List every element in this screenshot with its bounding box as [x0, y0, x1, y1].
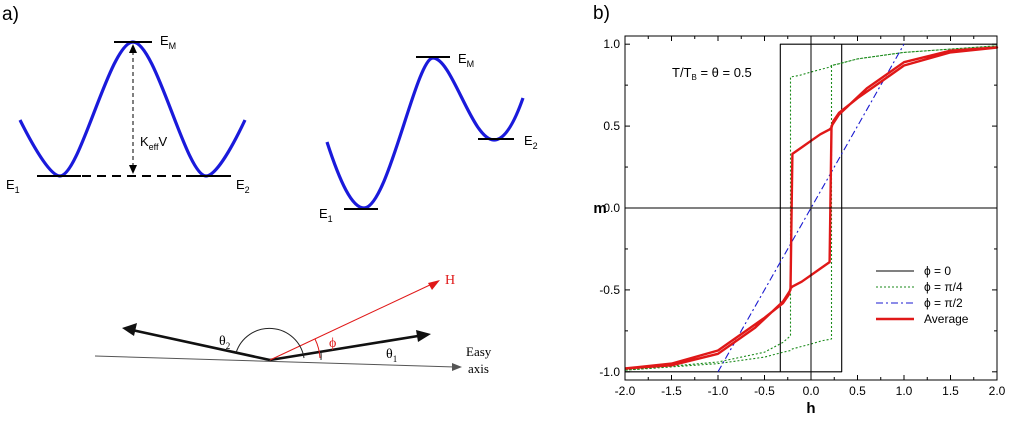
label-e2: E2: [236, 177, 250, 195]
asymmetric-well-curve: [325, 56, 525, 210]
moment-vector-left: [131, 328, 271, 362]
barrier-arrow-head-down: [129, 165, 137, 174]
y-tick-label-2: 0.0: [603, 201, 620, 215]
y-axis-label: m: [593, 200, 606, 217]
y-tick-label-4: 1.0: [603, 37, 620, 51]
series-line-2: [717, 43, 905, 373]
easy-axis-arrowhead: [452, 363, 462, 371]
moment-vector-right: [269, 334, 419, 362]
legend-label-3: Average: [924, 312, 969, 326]
y-tick-label-3: 0.5: [603, 119, 620, 133]
field-vector: [269, 283, 433, 361]
label-keff-v: KeffV: [140, 134, 168, 152]
legend-label-2: ϕ = π/2: [924, 296, 963, 310]
label-easy: Easy: [466, 344, 492, 359]
x-tick-label-1: -1.5: [661, 384, 682, 398]
x-tick-label-4: 0.0: [803, 384, 820, 398]
moment-arrowhead-left: [122, 323, 137, 336]
legend-label-1: ϕ = π/4: [924, 280, 963, 294]
axis-ticks: -2.0 -1.5 -1.0 -0.5 0.0 0.5 1.0 1.5 2.0 -1.0 -0.5 0…: [599, 36, 1006, 398]
label-h: H: [445, 273, 455, 288]
label-e1-asym: E1: [319, 206, 333, 224]
easy-axis-line: [94, 355, 456, 368]
label-em-asym: EM: [458, 51, 474, 69]
x-tick-label-7: 1.5: [942, 384, 959, 398]
phi-arc: [314, 338, 321, 359]
x-tick-label-2: -1.0: [708, 384, 729, 398]
angle-diagram: H ϕ θ2 θ1 Easy axis: [94, 273, 492, 376]
barrier-arrow-head-up: [129, 44, 137, 53]
x-tick-label-0: -2.0: [615, 384, 636, 398]
label-axis: axis: [468, 361, 489, 376]
theta2-arc: [235, 327, 305, 359]
y-tick-label-0: -1.0: [599, 365, 620, 379]
x-tick-label-6: 1.0: [896, 384, 913, 398]
label-phi: ϕ: [329, 336, 336, 351]
legend: ϕ = 0 ϕ = π/4 ϕ = π/2 Average: [876, 264, 969, 326]
x-axis-label: h: [806, 400, 815, 417]
x-tick-label-5: 0.5: [849, 384, 866, 398]
label-theta1: θ1: [386, 347, 397, 364]
plot-annotation: T/TB = θ = 0.5: [672, 65, 752, 82]
x-tick-label-3: -0.5: [754, 384, 775, 398]
asymmetric-well-diagram: EM E1 E2: [319, 51, 538, 224]
label-theta2: θ2: [219, 334, 230, 351]
label-e1: E1: [6, 177, 20, 195]
y-tick-label-1: -0.5: [599, 283, 620, 297]
axes-reference-lines: [625, 36, 997, 380]
panel-b-label: b): [593, 3, 610, 24]
panel-a-label: a): [2, 4, 19, 25]
legend-label-0: ϕ = 0: [924, 264, 951, 278]
x-tick-label-8: 2.0: [989, 384, 1006, 398]
field-arrowhead: [428, 280, 440, 290]
symmetric-well-diagram: EM E1 E2 KeffV: [6, 33, 250, 195]
hysteresis-plot: -2.0 -1.5 -1.0 -0.5 0.0 0.5 1.0 1.5 2.0 -1.0 -0.5 0…: [593, 35, 1006, 417]
moment-arrowhead-right: [416, 330, 431, 342]
label-em: EM: [160, 33, 176, 51]
label-e2-asym: E2: [524, 133, 538, 151]
